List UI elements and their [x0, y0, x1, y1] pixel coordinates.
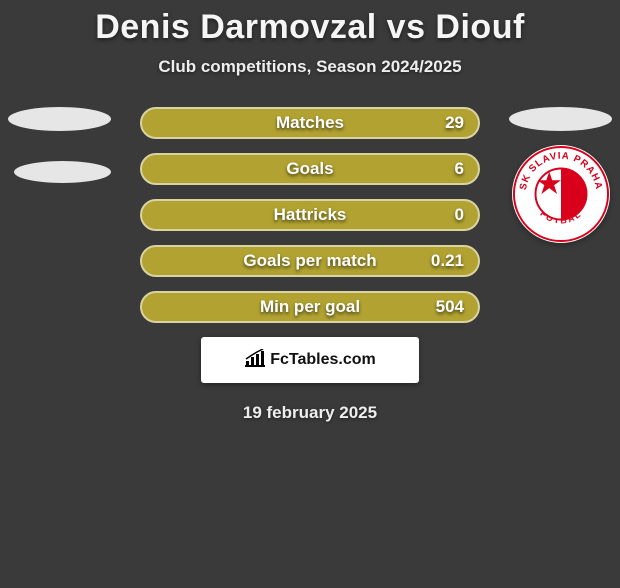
stat-label: Hattricks [274, 205, 347, 225]
stat-bar: Matches 29 [140, 107, 480, 139]
stat-value: 6 [455, 159, 464, 179]
stat-value: 0 [455, 205, 464, 225]
site-attribution-card: FcTables.com [201, 337, 419, 383]
stats-bars: Matches 29 Goals 6 Hattricks 0 Goals per match… [140, 107, 480, 323]
stat-bar: Hattricks 0 [140, 199, 480, 231]
right-player-column: SK SLAVIA PRAHA FOTBAL [492, 107, 612, 243]
stat-bar: Goals 6 [140, 153, 480, 185]
subtitle: Club competitions, Season 2024/2025 [0, 57, 620, 77]
stat-label: Matches [276, 113, 344, 133]
stat-bar: Min per goal 504 [140, 291, 480, 323]
date-line: 19 february 2025 [0, 403, 620, 423]
club-badge-slavia: SK SLAVIA PRAHA FOTBAL [512, 145, 610, 243]
player-photo-placeholder [509, 107, 612, 131]
stat-bar: Goals per match 0.21 [140, 245, 480, 277]
club-logo-placeholder [14, 161, 111, 183]
stat-value: 29 [445, 113, 464, 133]
stat-label: Goals [286, 159, 333, 179]
site-name: FcTables.com [270, 351, 376, 369]
page-title: Denis Darmovzal vs Diouf [0, 8, 620, 47]
chart-icon [244, 349, 266, 372]
stat-value: 0.21 [431, 251, 464, 271]
left-player-column [8, 107, 128, 213]
stat-value: 504 [436, 297, 464, 317]
stat-label: Goals per match [243, 251, 376, 271]
stat-label: Min per goal [260, 297, 360, 317]
comparison-content: SK SLAVIA PRAHA FOTBAL Matches 29 Goals 6 Ha… [0, 107, 620, 423]
player-photo-placeholder [8, 107, 111, 131]
